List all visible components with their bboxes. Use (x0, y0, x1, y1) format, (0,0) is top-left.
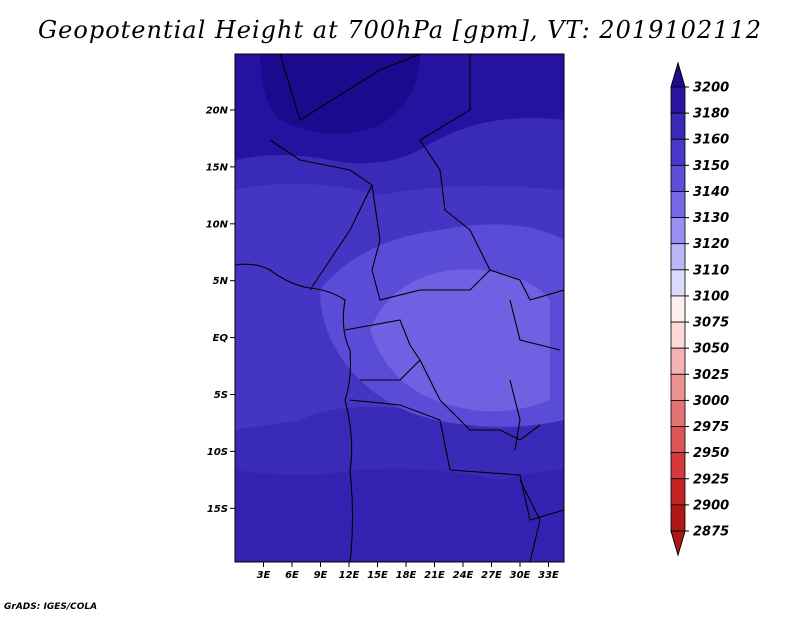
colorbar-swatch (670, 269, 686, 297)
colorbar-swatch (670, 243, 686, 271)
colorbar-swatch (670, 347, 686, 375)
colorbar-label: 3200 (693, 81, 729, 96)
colorbar-swatch (670, 373, 686, 401)
field-high-core (370, 269, 550, 412)
lat-label: 5N (213, 276, 229, 287)
lat-label: 5S (214, 390, 228, 401)
grads-credit: GrADS: IGES/COLA (4, 602, 98, 612)
colorbar-swatch (670, 191, 686, 218)
lat-label: 10N (206, 219, 229, 230)
coastline (235, 263, 354, 562)
colorbar-swatch (670, 295, 686, 323)
colorbar-swatch (670, 452, 686, 480)
colorbar-label: 3180 (693, 107, 729, 122)
lon-label: 6E (285, 570, 299, 581)
border-nigeria (269, 139, 373, 291)
colorbar-label: 2875 (693, 525, 729, 540)
colorbar-swatch (670, 426, 686, 454)
colorbar-label: 3140 (693, 185, 729, 200)
lon-label: 24E (453, 570, 474, 581)
colorbar-swatch (670, 86, 686, 114)
lat-label: 15S (207, 504, 228, 515)
colorbar-swatch (670, 504, 686, 532)
lon-axis: 3E 6E 9E 12E 15E 18E 21E 24E 27E 30E 33E (257, 562, 559, 581)
colorbar-swatch (670, 321, 686, 349)
lat-label: EQ (213, 333, 229, 344)
border-uganda (509, 299, 561, 351)
colorbar-bottom-arrow (670, 530, 686, 557)
colorbar-label: 2925 (693, 472, 729, 487)
lon-label: 12E (339, 570, 360, 581)
map-frame (234, 53, 565, 563)
colorbar-label: 3160 (693, 133, 729, 148)
field-south (235, 468, 564, 562)
field-north-core (260, 54, 420, 134)
colorbar-label: 3050 (693, 342, 729, 357)
colorbar-label: 3025 (693, 368, 729, 383)
border-angola (349, 399, 564, 521)
colorbar-swatch (670, 112, 686, 140)
lon-label: 3E (257, 570, 271, 581)
colorbar-top-arrow (670, 61, 686, 88)
colorbar-swatch (670, 478, 686, 506)
colorbar-label: 3150 (693, 159, 729, 174)
lat-label: 20N (206, 106, 229, 117)
lon-label: 15E (367, 570, 388, 581)
colorbar-swatch (670, 400, 686, 427)
colorbar-label: 3120 (693, 237, 729, 252)
lon-label: 33E (538, 570, 559, 581)
border-east-1 (419, 54, 564, 301)
border-malawi (519, 479, 541, 562)
colorbar-label: 3000 (693, 394, 729, 409)
lon-label: 18E (396, 570, 417, 581)
colorbar: 3200 3180 3160 3150 3140 3130 3120 3110 3100 3075… (670, 61, 729, 557)
lon-label: 30E (510, 570, 531, 581)
colorbar-swatch (670, 164, 686, 192)
colorbar-label: 2975 (693, 420, 729, 435)
colorbar-label: 3110 (693, 263, 729, 278)
lon-label: 27E (481, 570, 502, 581)
border-drc-south (419, 359, 541, 441)
colorbar-label: 3100 (693, 289, 729, 304)
border-congo (344, 319, 421, 381)
height-field (235, 54, 564, 562)
lon-label: 9E (314, 570, 328, 581)
lat-label: 10S (207, 447, 228, 458)
colorbar-swatch (670, 138, 686, 166)
lake-tanganyika (509, 379, 521, 451)
colorbar-label: 2900 (693, 498, 729, 513)
lat-label: 15N (206, 162, 229, 173)
colorbar-label: 3075 (693, 316, 729, 331)
colorbar-label: 2950 (693, 446, 729, 461)
lon-label: 21E (424, 570, 445, 581)
lat-axis: 20N 15N 10N 5N EQ 5S 10S 15S (206, 106, 235, 515)
border-north-1 (279, 54, 421, 121)
borders (235, 54, 564, 562)
map-title: Geopotential Height at 700hPa [gpm], VT:… (38, 16, 762, 44)
colorbar-swatch (670, 217, 686, 245)
border-car (371, 184, 491, 301)
colorbar-label: 3130 (693, 211, 729, 226)
